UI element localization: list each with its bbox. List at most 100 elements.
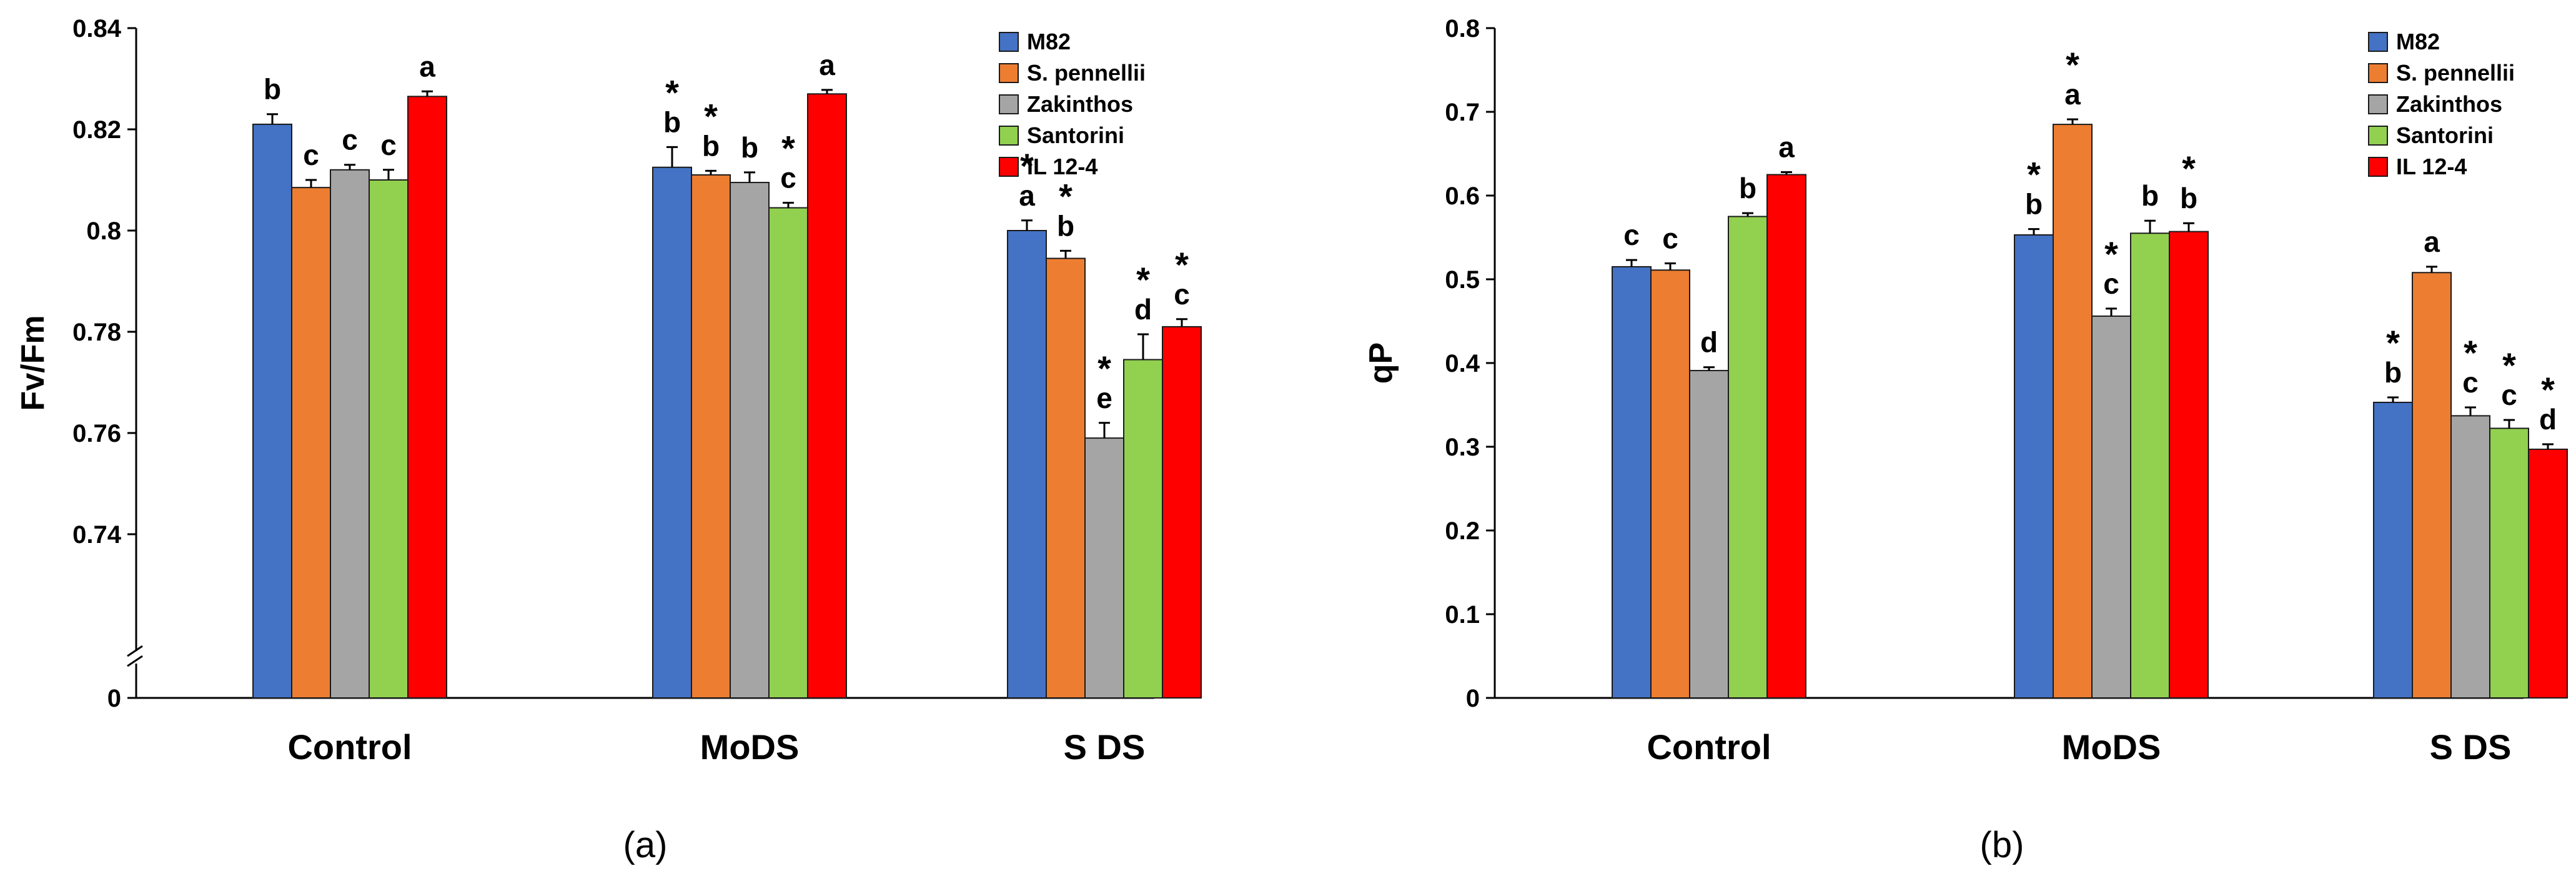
b-bar xyxy=(2091,315,2131,699)
a-legend-label: Santorini xyxy=(1027,122,1124,148)
a-legend-label: S. pennellii xyxy=(1027,60,1146,86)
a-significance-star: * xyxy=(665,72,679,112)
b-significance-star: * xyxy=(2386,323,2400,362)
b-y-tick-label: 0 xyxy=(1466,685,1480,712)
b-bar xyxy=(2489,427,2529,699)
b-bar xyxy=(2412,272,2452,699)
b-bar xyxy=(1766,174,1806,699)
a-y-tick-label: 0.74 xyxy=(72,521,122,549)
a-significance-star: * xyxy=(704,96,718,136)
a-significance-star: * xyxy=(1020,146,1034,186)
b-bar xyxy=(2373,401,2413,699)
b-category-label: Control xyxy=(1647,727,1771,767)
b-category-label: S DS xyxy=(2430,727,2512,767)
b-y-tick-label: 0.8 xyxy=(1445,15,1480,42)
a-category-label: MoDS xyxy=(700,727,800,767)
b-bar xyxy=(1650,269,1690,699)
a-category-label: Control xyxy=(287,727,412,767)
b-y-tick-label: 0.6 xyxy=(1445,182,1480,210)
a-significance-letter: b xyxy=(702,129,720,162)
b-significance-star: * xyxy=(2104,234,2118,274)
b-significance-letter: c xyxy=(1623,219,1640,251)
a-significance-letter: b xyxy=(1057,209,1074,242)
b-significance-letter: b xyxy=(2025,188,2043,221)
a-significance-star: * xyxy=(1097,349,1111,388)
b-bar xyxy=(2053,124,2093,699)
b-y-axis-label: qP xyxy=(1363,342,1399,384)
a-bar xyxy=(730,182,770,699)
a-legend-label: Zakinthos xyxy=(1027,91,1133,117)
b-y-tick-label: 0.2 xyxy=(1445,517,1480,545)
a-y-tick-label: 0.84 xyxy=(72,15,122,42)
b-bar xyxy=(2169,231,2209,699)
b-legend-label: Santorini xyxy=(2396,122,2494,148)
a-bar xyxy=(768,207,808,699)
b-y-tick-label: 0.3 xyxy=(1445,434,1480,461)
b-significance-letter: d xyxy=(1700,326,1718,359)
a-legend-swatch xyxy=(999,157,1019,177)
b-significance-star: * xyxy=(2502,346,2516,385)
a-significance-letter: e xyxy=(1096,382,1112,414)
b-significance-letter: b xyxy=(2180,182,2197,214)
b-legend-label: IL 12-4 xyxy=(2396,154,2467,179)
b-legend-swatch xyxy=(2368,94,2388,114)
a-significance-letter: b xyxy=(663,106,681,138)
a-legend-label: IL 12-4 xyxy=(1027,154,1097,179)
a-bar xyxy=(691,174,731,699)
b-bar xyxy=(2450,415,2490,699)
b-legend-label: M82 xyxy=(2396,29,2440,54)
a-y-tick-label: 0.8 xyxy=(86,217,121,245)
b-bar xyxy=(1728,216,1768,699)
b-bar xyxy=(1689,370,1729,699)
b-significance-letter: b xyxy=(2141,179,2159,212)
a-legend-swatch xyxy=(999,32,1019,52)
b-significance-star: * xyxy=(2464,333,2477,372)
b-legend-label: Zakinthos xyxy=(2396,91,2502,117)
a-significance-letter: c xyxy=(780,161,796,194)
b-significance-letter: a xyxy=(2424,226,2440,258)
b-significance-letter: c xyxy=(2501,379,2517,411)
b-significance-letter: c xyxy=(2462,366,2479,399)
b-legend-label: S. pennellii xyxy=(2396,60,2515,86)
b-bar xyxy=(1612,266,1652,699)
a-significance-star: * xyxy=(1175,245,1189,284)
a-bar xyxy=(1123,359,1163,699)
b-significance-letter: c xyxy=(2103,267,2119,300)
b-bar xyxy=(2130,232,2170,699)
a-y-tick-label-baseline: 0 xyxy=(107,685,121,712)
b-significance-letter: a xyxy=(2064,78,2081,111)
b-significance-letter: b xyxy=(1739,172,1756,204)
a-significance-letter: c xyxy=(342,124,358,156)
a-significance-letter: a xyxy=(819,49,835,81)
b-significance-letter: a xyxy=(1778,131,1795,163)
a-panel-label: (a) xyxy=(623,825,668,865)
a-bar xyxy=(1084,437,1124,699)
b-significance-star: * xyxy=(2541,370,2555,409)
a-significance-letter: a xyxy=(1019,179,1035,212)
a-significance-letter: b xyxy=(741,131,758,164)
a-bar xyxy=(1046,257,1086,699)
a-axis-break-mark xyxy=(127,645,143,667)
a-legend-label: M82 xyxy=(1027,29,1071,54)
b-significance-star: * xyxy=(2066,45,2079,84)
a-significance-letter: d xyxy=(1134,293,1152,326)
a-bar xyxy=(652,166,692,699)
b-legend-swatch xyxy=(2368,157,2388,177)
b-y-tick-label: 0.1 xyxy=(1445,601,1480,629)
a-significance-letter: c xyxy=(380,129,397,161)
b-bar xyxy=(2528,449,2568,699)
a-significance-star: * xyxy=(1059,176,1073,216)
a-bar xyxy=(330,169,370,699)
a-legend-swatch xyxy=(999,94,1019,114)
a-significance-letter: b xyxy=(264,73,281,106)
a-y-tick-label: 0.82 xyxy=(72,116,121,144)
a-significance-letter: c xyxy=(1174,278,1190,311)
a-legend-swatch xyxy=(999,126,1019,146)
b-legend-swatch xyxy=(2368,63,2388,83)
b-category-label: MoDS xyxy=(2062,727,2161,767)
b-significance-star: * xyxy=(2182,149,2196,188)
b-y-tick-label: 0.7 xyxy=(1445,99,1480,126)
a-legend-swatch xyxy=(999,63,1019,83)
